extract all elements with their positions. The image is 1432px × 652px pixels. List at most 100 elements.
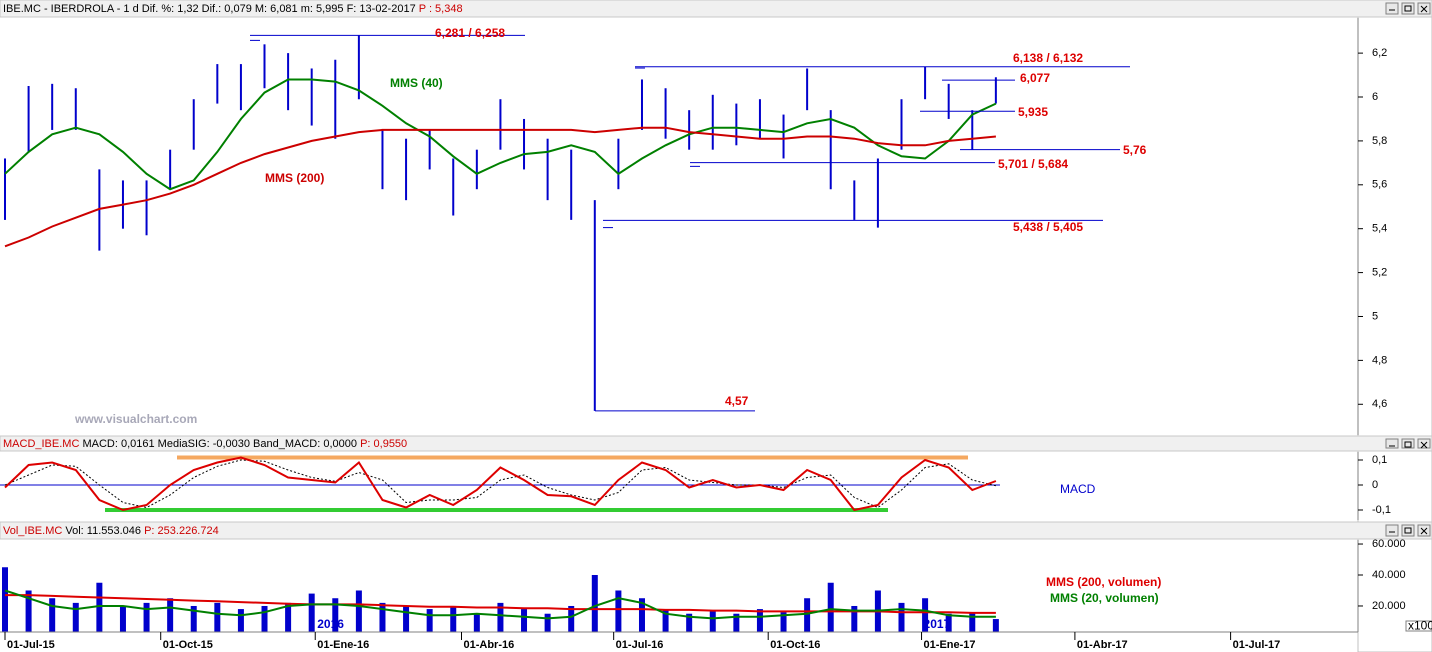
- volume-bar: [473, 613, 480, 632]
- volume-bar: [403, 605, 410, 632]
- volume-bar: [521, 609, 528, 632]
- level-label: 4,57: [725, 394, 749, 408]
- header-title-extra: P: 0,9550: [360, 438, 407, 450]
- button-glyph: [1404, 527, 1412, 534]
- x-tick-label: 01-Jul-17: [1233, 639, 1281, 651]
- header-title-extra: P: 253.226.724: [144, 525, 219, 537]
- volume-bar: [426, 609, 433, 632]
- volume-bar: [332, 598, 339, 632]
- unit-box: [1405, 620, 1432, 632]
- series-line: [4, 456, 997, 512]
- volume-bar: [591, 575, 598, 632]
- y-tick-label: 6: [1372, 91, 1378, 103]
- volume-bar: [49, 598, 56, 632]
- y-tick-label: 5,6: [1372, 179, 1387, 191]
- volume-bar: [308, 593, 315, 632]
- level-label: 5,701 / 5,684: [998, 157, 1068, 171]
- volume-bar: [143, 602, 150, 632]
- volume-bar: [450, 605, 457, 632]
- year-label: 2016: [317, 617, 344, 631]
- panel-header: [0, 0, 1432, 18]
- volume-bar: [780, 612, 787, 632]
- window-button[interactable]: [1385, 438, 1399, 449]
- volume-bar: [379, 602, 386, 632]
- x-tick-label: 01-Jul-16: [616, 639, 664, 651]
- window-button[interactable]: [1401, 2, 1415, 15]
- volume-bar: [497, 602, 504, 632]
- y-tick-label: 4,6: [1372, 398, 1387, 410]
- series-line: [4, 459, 997, 509]
- y-tick-label: 4,8: [1372, 354, 1387, 366]
- header-title: MACD_IBE.MC: [3, 438, 79, 450]
- window-button[interactable]: [1385, 524, 1399, 537]
- legend-entry: MMS (20, volumen): [1050, 591, 1159, 605]
- volume-bar: [261, 605, 268, 632]
- x-tick-label: 01-Ene-17: [924, 639, 976, 651]
- button-glyph: [1420, 441, 1428, 449]
- volume-bar: [851, 605, 858, 632]
- volume-bar: [662, 609, 669, 632]
- series-line: [4, 78, 997, 191]
- series-label: MMS (40): [390, 76, 443, 90]
- y-axis-area: [1357, 0, 1432, 652]
- x-tick-label: 01-Ene-16: [317, 639, 369, 651]
- window-button[interactable]: [1417, 438, 1431, 449]
- volume-bar: [992, 619, 999, 632]
- header-subtitle: MACD: 0,0161 MediaSIG: -0,0030 Band_MACD…: [82, 438, 357, 450]
- volume-bar: [568, 605, 575, 632]
- volume-bar: [119, 605, 126, 632]
- level-label: 6,077: [1020, 71, 1050, 85]
- panel-header: [0, 435, 1432, 452]
- level-label: 5,438 / 5,405: [1013, 220, 1083, 234]
- y-tick-label: 40.000: [1372, 569, 1406, 581]
- x-tick-label: 01-Oct-15: [163, 639, 213, 651]
- year-label: 2017: [924, 617, 951, 631]
- series-line: [4, 126, 996, 248]
- y-tick-label: 5,8: [1372, 135, 1387, 147]
- volume-bar: [544, 613, 551, 632]
- y-tick-label: 0: [1372, 479, 1378, 491]
- volume-bar: [827, 582, 834, 632]
- panel-header-text: MACD_IBE.MC MACD: 0,0161 MediaSIG: -0,00…: [3, 438, 407, 450]
- level-label: 5,935: [1018, 105, 1048, 119]
- series-line: [5, 594, 996, 614]
- volume-bar: [96, 582, 103, 632]
- volume-bar: [355, 590, 362, 632]
- x-tick-label: 01-Oct-16: [770, 639, 820, 651]
- volume-bar: [167, 598, 174, 632]
- volume-bar: [756, 609, 763, 632]
- y-tick-label: 5: [1372, 310, 1378, 322]
- panel-header: [0, 521, 1432, 540]
- level-label: 6,281 / 6,258: [435, 26, 505, 40]
- volume-bar: [686, 613, 693, 632]
- volume-bar: [25, 590, 32, 632]
- x-tick-label: 01-Jul-15: [7, 639, 55, 651]
- window-button[interactable]: [1385, 2, 1399, 15]
- button-glyph: [1420, 527, 1428, 535]
- y-tick-label: 60.000: [1372, 538, 1406, 550]
- window-button[interactable]: [1401, 438, 1415, 449]
- x-tick-label: 01-Abr-17: [1077, 639, 1128, 651]
- volume-bar: [2, 567, 8, 632]
- volume-bar: [214, 602, 221, 632]
- panel-label: MACD: [1060, 482, 1096, 496]
- volume-bar: [72, 602, 79, 632]
- window-button[interactable]: [1401, 524, 1415, 537]
- volume-bar: [615, 590, 622, 632]
- volume-bar: [709, 610, 716, 632]
- button-glyph: [1404, 5, 1412, 12]
- panel-header-text: IBE.MC - IBERDROLA - 1 d Dif. %: 1,32 Di…: [3, 3, 463, 15]
- volume-bar: [237, 609, 244, 632]
- y-tick-label: 20.000: [1372, 600, 1406, 612]
- legend-entry: MMS (200, volumen): [1046, 575, 1161, 589]
- volume-bar: [922, 598, 929, 632]
- volume-bar: [898, 602, 905, 632]
- volume-bar: [285, 602, 292, 632]
- volume-bar: [945, 613, 952, 632]
- panel-header-text: Vol_IBE.MC Vol: 11.553.046 P: 253.226.72…: [3, 525, 219, 537]
- series-label: MMS (200): [265, 171, 324, 185]
- header-title: IBE.MC - IBERDROLA - 1 d Dif. %: 1,32 Di…: [3, 3, 416, 15]
- volume-bar: [190, 605, 197, 632]
